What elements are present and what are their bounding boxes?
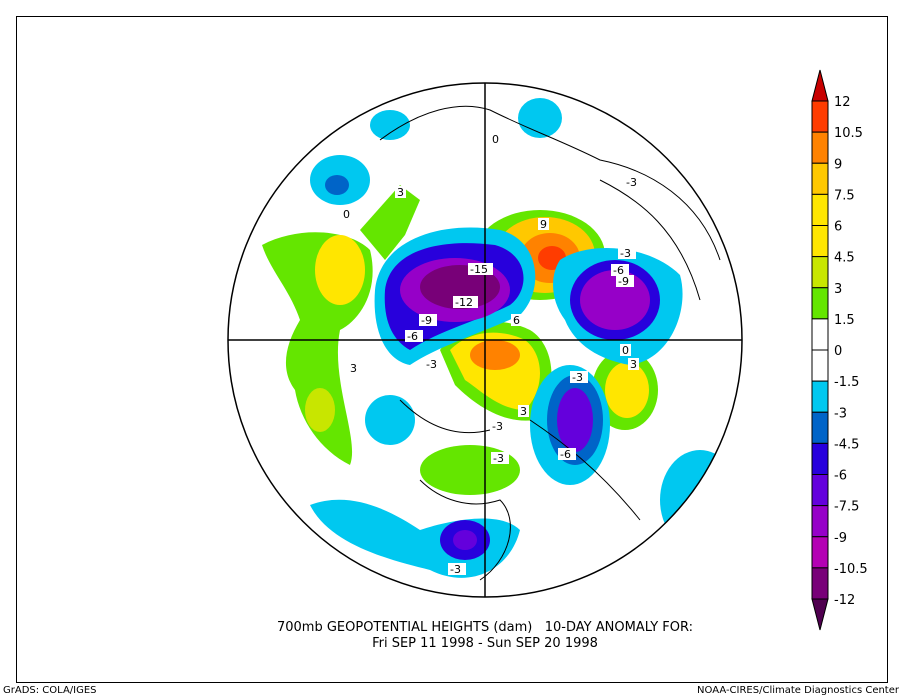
contour-label: -9 [421, 314, 432, 327]
contour-label: -12 [455, 296, 473, 309]
colorbar-segment [811, 318, 829, 351]
contour-label: 3 [350, 362, 357, 375]
colorbar-segment [811, 131, 829, 164]
colorbar-label: 4.5 [834, 251, 855, 266]
colorbar-label: 9 [834, 157, 842, 172]
grid-lines [227, 82, 743, 598]
contour-label: -6 [560, 448, 571, 461]
contour-label: 3 [397, 186, 404, 199]
title-line-1: 700mb GEOPOTENTIAL HEIGHTS (dam) 10-DAY … [276, 620, 694, 635]
colorbar-label: 1.5 [834, 313, 855, 328]
contour-label: -9 [618, 275, 629, 288]
footer-left: GrADS: COLA/IGES [3, 685, 97, 696]
plot-frame [16, 16, 888, 683]
contour-label: -15 [470, 263, 488, 276]
colorbar-label: 6 [834, 220, 842, 235]
colorbar-label: -10.5 [834, 562, 868, 577]
contour-label: 0 [343, 208, 350, 221]
contour-label: -3 [626, 176, 637, 189]
footer-right: NOAA-CIRES/Climate Diagnostics Center [697, 685, 899, 696]
colorbar-label: 3 [834, 282, 842, 297]
colorbar-label: 7.5 [834, 188, 855, 203]
colorbar-segment [811, 536, 829, 569]
colorbar: 12 10.5 9 7.5 6 4.5 3 1.5 0 -1.5 -3 -4.5 -6 -7.5 -9 -10… [811, 69, 868, 631]
contour-label: -3 [572, 371, 583, 384]
map-title: 700mb GEOPOTENTIAL HEIGHTS (dam) 10-DAY … [180, 620, 790, 652]
colorbar-segment [811, 411, 829, 444]
colorbar-label: 12 [834, 95, 851, 110]
contour-label: 3 [520, 405, 527, 418]
contour-label: 3 [630, 358, 637, 371]
contour-label: 9 [540, 218, 547, 231]
colorbar-segment [811, 474, 829, 507]
colorbar-under-arrow [811, 598, 829, 631]
colorbar-label: -12 [834, 593, 855, 608]
colorbar-segment [811, 567, 829, 600]
colorbar-segment [811, 193, 829, 226]
colorbar-segment [811, 442, 829, 475]
contour-label: 0 [622, 344, 629, 357]
colorbar-label: -1.5 [834, 375, 859, 390]
colorbar-label: -7.5 [834, 500, 859, 515]
contour-label: -3 [492, 420, 503, 433]
colorbar-segment [811, 225, 829, 258]
colorbar-over-arrow [811, 69, 829, 102]
contour-label: -6 [407, 330, 418, 343]
contour-label: -3 [450, 563, 461, 576]
coastlines [379, 105, 721, 581]
colorbar-segment [811, 380, 829, 413]
colorbar-segment [811, 100, 829, 133]
colorbar-segment [811, 162, 829, 195]
colorbar-label: -9 [834, 531, 847, 546]
colorbar-label: -4.5 [834, 437, 859, 452]
colorbar-label: -3 [834, 406, 847, 421]
contour-label: -3 [620, 247, 631, 260]
title-line-2: Fri SEP 11 1998 - Sun SEP 20 1998 [372, 636, 598, 651]
colorbar-label: 10.5 [834, 126, 863, 141]
colorbar-segment [811, 505, 829, 538]
colorbar-segment [811, 256, 829, 289]
contour-label: 0 [492, 133, 499, 146]
contour-label: -3 [426, 358, 437, 371]
contour-label: -6 [613, 264, 624, 277]
colorbar-label: 0 [834, 344, 842, 359]
colorbar-segment [811, 287, 829, 320]
colorbar-segment [811, 349, 829, 382]
contour-label: 6 [513, 314, 520, 327]
contour-label: -3 [493, 452, 504, 465]
colorbar-label: -6 [834, 469, 847, 484]
